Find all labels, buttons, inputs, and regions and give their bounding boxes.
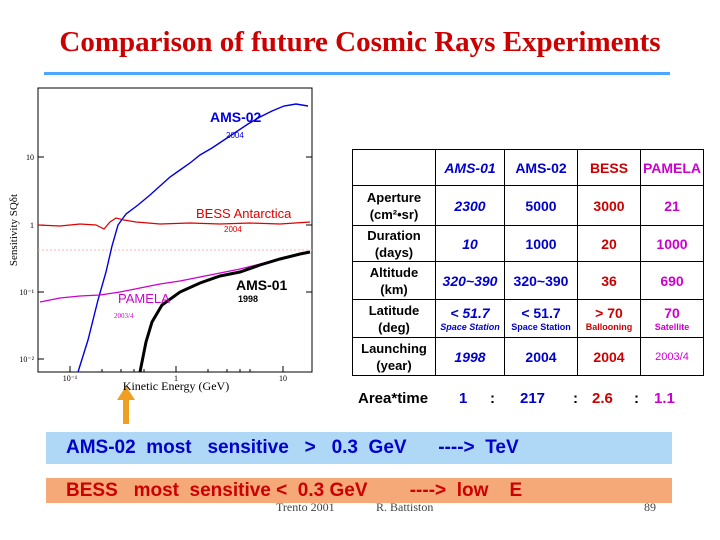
y-tick-label: 1 bbox=[30, 221, 34, 230]
ams01-year: 1998 bbox=[238, 294, 258, 304]
area-value-ams01: 1 bbox=[459, 390, 468, 407]
table-corner bbox=[352, 149, 436, 186]
row-header: Launching (year) bbox=[352, 337, 436, 376]
footer-page-number: 89 bbox=[644, 500, 656, 514]
table-row: Altitude (km) 320~390 320~390 36 690 bbox=[352, 261, 704, 300]
table-cell: 36 bbox=[577, 261, 641, 300]
table-cell: < 51.7 Space Station bbox=[504, 299, 578, 338]
table-cell: > 70 Ballooning bbox=[577, 299, 641, 338]
area-separator: : bbox=[634, 390, 639, 407]
x-axis-label: Kinetic Energy (GeV) bbox=[123, 379, 229, 393]
x-ticks bbox=[69, 366, 284, 372]
row-header: Aperture (cm²•sr) bbox=[352, 185, 436, 226]
comparison-table: AMS-01 AMS-02 BESS PAMELA Aperture (cm²•s… bbox=[352, 149, 704, 376]
sensitivity-plot: 10 1 10⁻¹ 10⁻² 10⁻¹ 1 10 Kinetic Energy … bbox=[8, 87, 313, 424]
bess-banner: BESS most sensitive < 0.3 GeV ----> low … bbox=[46, 478, 672, 503]
col-header-pamela: PAMELA bbox=[640, 149, 704, 186]
ams02-year: 2004 bbox=[226, 131, 244, 140]
bess-year: 2004 bbox=[224, 225, 242, 234]
y-tick-label: 10⁻² bbox=[19, 355, 34, 364]
table-row: Latitude (deg) < 51.7 Space Station < 51.7… bbox=[352, 299, 704, 338]
pamela-year: 2003/4 bbox=[114, 312, 134, 320]
table-cell: 70 Satellite bbox=[640, 299, 704, 338]
table-cell: 2004 bbox=[577, 337, 641, 376]
table-cell: 320~390 bbox=[504, 261, 578, 300]
table-row: Aperture (cm²•sr) 2300 5000 3000 21 bbox=[352, 185, 704, 226]
area-value-pamela: 1.1 bbox=[654, 390, 675, 407]
y-tick-label: 10⁻¹ bbox=[19, 288, 34, 297]
area-time-label: Area*time bbox=[358, 390, 429, 407]
area-value-bess: 2.6 bbox=[592, 390, 613, 407]
table-cell: 3000 bbox=[577, 185, 641, 226]
slide-title: Comparison of future Cosmic Rays Experim… bbox=[59, 26, 661, 58]
x-tick-label: 10⁻¹ bbox=[63, 374, 78, 383]
col-header-ams02: AMS-02 bbox=[504, 149, 578, 186]
table-cell: 5000 bbox=[504, 185, 578, 226]
y-axis-label: Sensitivity SQδt bbox=[8, 194, 20, 266]
x-tick-label: 10 bbox=[279, 374, 287, 383]
pamela-label: PAMELA bbox=[118, 291, 170, 306]
table-cell: 690 bbox=[640, 261, 704, 300]
table-cell: 320~390 bbox=[435, 261, 505, 300]
col-header-ams01: AMS-01 bbox=[435, 149, 505, 186]
table-cell: 1998 bbox=[435, 337, 505, 376]
table-cell: 1000 bbox=[640, 225, 704, 262]
y-tick-label: 10 bbox=[26, 153, 34, 162]
title-divider bbox=[44, 72, 670, 75]
table-cell: 2003/4 bbox=[640, 337, 704, 376]
ams02-curve bbox=[77, 103, 309, 373]
table-header-row: AMS-01 AMS-02 BESS PAMELA bbox=[352, 149, 704, 186]
ams02-label: AMS-02 bbox=[210, 109, 262, 125]
table-cell: 10 bbox=[435, 225, 505, 262]
threshold-arrow bbox=[117, 386, 135, 424]
table-cell: 2300 bbox=[435, 185, 505, 226]
plot-frame bbox=[37, 87, 313, 373]
col-header-bess: BESS bbox=[577, 149, 641, 186]
x-tick-label: 1 bbox=[174, 374, 178, 383]
table-cell: 1000 bbox=[504, 225, 578, 262]
table-cell: 2004 bbox=[504, 337, 578, 376]
area-separator: : bbox=[573, 390, 578, 407]
bess-label: BESS Antarctica bbox=[196, 206, 292, 221]
table-cell: 20 bbox=[577, 225, 641, 262]
table-cell: < 51.7 Space Station bbox=[435, 299, 505, 338]
row-header: Altitude (km) bbox=[352, 261, 436, 300]
footer-author: R. Battiston bbox=[376, 500, 434, 514]
ams01-curve bbox=[138, 250, 311, 373]
area-separator: : bbox=[490, 390, 495, 407]
table-row: Duration (days) 10 1000 20 1000 bbox=[352, 225, 704, 262]
ams01-label: AMS-01 bbox=[236, 277, 288, 293]
row-header: Latitude (deg) bbox=[352, 299, 436, 338]
bess-curve bbox=[37, 217, 311, 230]
area-value-ams02: 217 bbox=[520, 390, 546, 407]
ams02-banner: AMS-02 most sensitive > 0.3 GeV ----> Te… bbox=[46, 432, 672, 464]
table-row: Launching (year) 1998 2004 2004 2003/4 bbox=[352, 337, 704, 376]
row-header: Duration (days) bbox=[352, 225, 436, 262]
footer-venue: Trento 2001 bbox=[276, 500, 335, 514]
table-cell: 21 bbox=[640, 185, 704, 226]
